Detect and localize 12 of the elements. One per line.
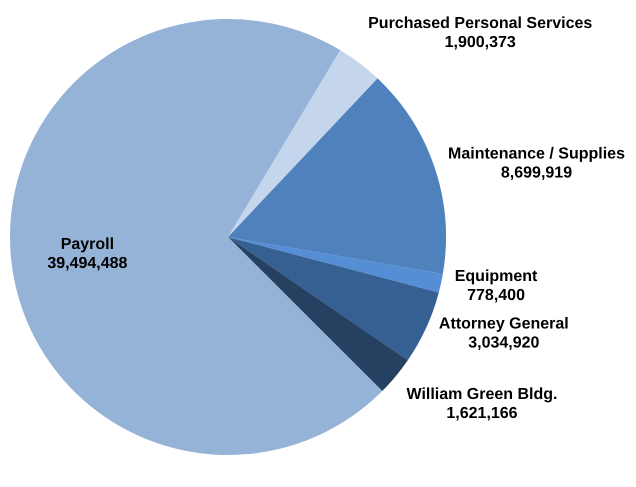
slice-label: William Green Bldg. <box>406 386 558 404</box>
slice-label: Equipment <box>454 268 538 286</box>
slice-label: Maintenance / Supplies <box>448 145 626 162</box>
slice-label: Attorney General <box>438 316 569 333</box>
slice-label: Purchased Personal Services <box>368 15 592 32</box>
data-label: 778,400 <box>467 287 526 304</box>
data-label: 1,621,166 <box>446 405 518 422</box>
slice-label: Payroll <box>60 236 114 254</box>
data-label: 1,900,373 <box>444 34 516 52</box>
data-label: 3,034,920 <box>468 334 540 352</box>
data-label: 8,699,919 <box>500 164 572 182</box>
data-label: 39,494,488 <box>47 255 128 272</box>
